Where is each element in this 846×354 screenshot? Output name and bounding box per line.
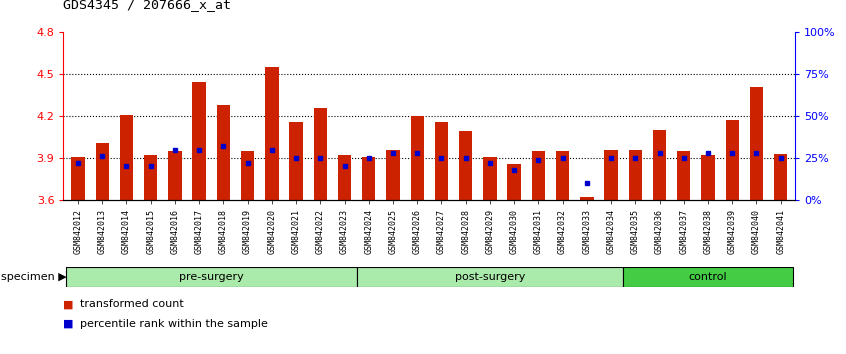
Bar [362,156,376,200]
Bar [387,149,399,200]
Bar [120,115,133,200]
Bar [604,149,618,200]
Bar [701,155,715,200]
Bar [66,267,357,287]
Bar [774,154,788,200]
Text: GDS4345 / 207666_x_at: GDS4345 / 207666_x_at [63,0,232,11]
Bar [168,151,182,200]
Bar [314,108,327,200]
Bar [217,105,230,200]
Bar [726,120,739,200]
Bar [193,82,206,200]
Bar [629,149,642,200]
Bar [144,155,157,200]
Bar [289,121,303,200]
Bar [435,121,448,200]
Text: pre-surgery: pre-surgery [179,272,244,282]
Bar [241,151,255,200]
Bar [580,197,594,200]
Bar [556,151,569,200]
Bar [624,267,793,287]
Bar [459,131,472,200]
Bar [750,86,763,200]
Bar [508,164,521,200]
Bar [338,155,351,200]
Text: post-surgery: post-surgery [455,272,525,282]
Text: specimen ▶: specimen ▶ [1,272,67,282]
Bar [677,151,690,200]
Text: ■: ■ [63,319,74,329]
Text: control: control [689,272,728,282]
Bar [71,156,85,200]
Bar [410,116,424,200]
Bar [265,67,278,200]
Text: ■: ■ [63,299,74,309]
Bar [96,143,109,200]
Text: percentile rank within the sample: percentile rank within the sample [80,319,268,329]
Text: transformed count: transformed count [80,299,184,309]
Bar [483,156,497,200]
Bar [653,130,666,200]
Bar [357,267,624,287]
Bar [532,151,545,200]
